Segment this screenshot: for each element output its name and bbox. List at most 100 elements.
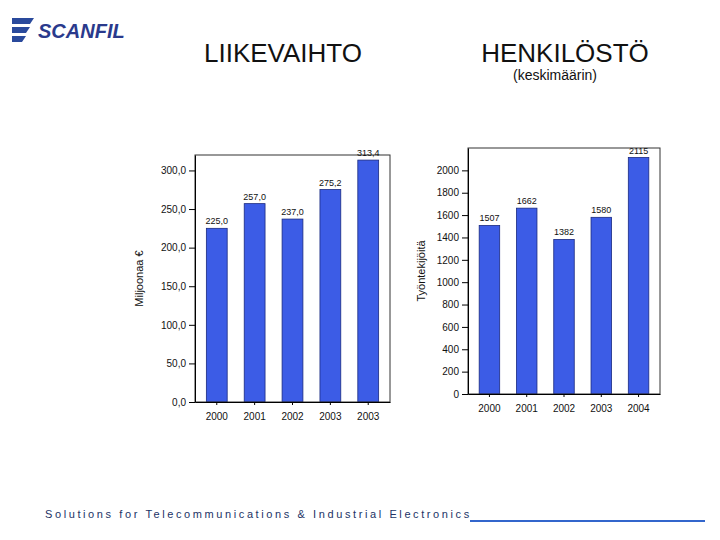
x-axis: 2000 2001 2002 2003 2004 xyxy=(469,394,661,414)
data-label: 225,0 xyxy=(206,216,229,226)
x-tick-label: 2002 xyxy=(281,411,304,422)
x-tick: 2003 xyxy=(357,402,380,422)
data-label: 257,0 xyxy=(243,192,266,202)
y-tick-mark xyxy=(462,193,468,194)
data-label: 275,2 xyxy=(319,178,342,188)
y-tick: 200 xyxy=(442,366,468,377)
bars xyxy=(479,158,649,394)
y-tick-label: 200,0 xyxy=(161,242,186,253)
data-label: 313,4 xyxy=(357,148,380,158)
bar xyxy=(206,228,227,402)
logo-text: SCANFIL xyxy=(38,20,125,42)
x-tick-label: 2003 xyxy=(590,403,613,414)
logo: SCANFIL xyxy=(12,18,125,42)
x-tick-label: 2003 xyxy=(357,411,380,422)
bar xyxy=(554,239,575,394)
plot-frame xyxy=(195,155,390,402)
y-tick-mark xyxy=(462,349,468,350)
x-axis: 20002001200220032003 xyxy=(196,402,391,422)
y-tick-mark xyxy=(189,209,195,210)
x-tick-mark xyxy=(638,394,639,397)
x-tick-label: 2001 xyxy=(244,411,267,422)
bar xyxy=(320,190,341,402)
y-tick-label: 250,0 xyxy=(161,204,186,215)
x-tick: 2001 xyxy=(244,402,267,422)
y-tick-mark xyxy=(462,394,468,395)
y-tick: 250,0 xyxy=(161,204,195,215)
y-tick: 1000 xyxy=(437,277,468,288)
y-tick: 1600 xyxy=(437,210,468,221)
x-tick-mark xyxy=(564,394,565,397)
chart-panel: HENKILÖSTÖ(keskimäärin) 0 200 400 600 800 1000… xyxy=(415,38,661,414)
plot-frame xyxy=(468,148,660,394)
x-tick: 2003 xyxy=(590,394,613,414)
bar xyxy=(244,204,265,402)
y-tick-label: 1800 xyxy=(437,187,460,198)
data-labels: 15071662138215802115 xyxy=(479,146,648,238)
y-tick: 0 xyxy=(453,389,468,400)
x-tick-mark xyxy=(216,402,217,405)
y-tick-label: 300,0 xyxy=(161,165,186,176)
y-tick: 200,0 xyxy=(161,242,195,253)
x-tick-mark xyxy=(368,402,369,405)
chart-subtitle: (keskimäärin) xyxy=(513,67,597,83)
y-tick: 100,0 xyxy=(161,320,195,331)
y-tick-label: 800 xyxy=(442,299,459,310)
y-tick: 1800 xyxy=(437,187,468,198)
data-labels: 225,0257,0237,0275,2313,4 xyxy=(206,148,380,226)
x-tick-mark xyxy=(489,394,490,397)
y-tick-mark xyxy=(462,372,468,373)
slide: SCANFILLIIKEVAIHTO0,050,0100,0150,0200,0… xyxy=(0,0,720,540)
footer-line xyxy=(470,520,705,522)
bar xyxy=(628,158,649,394)
x-tick-label: 2001 xyxy=(516,403,539,414)
y-tick: 600 xyxy=(442,322,468,333)
y-tick: 150,0 xyxy=(161,281,195,292)
y-tick-mark xyxy=(462,215,468,216)
data-label: 1507 xyxy=(479,213,499,223)
y-tick-mark xyxy=(462,260,468,261)
y-tick-mark xyxy=(189,363,195,364)
y-tick: 300,0 xyxy=(161,165,195,176)
chart-title: HENKILÖSTÖ xyxy=(481,38,649,68)
logo-icon xyxy=(12,18,34,42)
x-tick: 2000 xyxy=(206,402,229,422)
x-tick: 2001 xyxy=(516,394,539,414)
y-tick-mark xyxy=(189,402,195,403)
x-tick: 2000 xyxy=(478,394,501,414)
y-axis-title: Työntekijöitä xyxy=(415,240,427,302)
x-tick-label: 2004 xyxy=(627,403,650,414)
data-label: 1382 xyxy=(554,227,574,237)
x-tick: 2004 xyxy=(627,394,650,414)
y-tick-mark xyxy=(189,325,195,326)
y-tick-label: 0,0 xyxy=(172,397,186,408)
x-tick-mark xyxy=(254,402,255,405)
data-label: 2115 xyxy=(629,146,648,156)
x-tick-label: 2002 xyxy=(553,403,576,414)
x-tick-mark xyxy=(601,394,602,397)
y-tick-mark xyxy=(462,327,468,328)
y-axis: 0,0 50,0 100,0 150,0 200,0 250,0 300,0 xyxy=(161,156,196,408)
x-tick: 2002 xyxy=(281,402,304,422)
y-tick: 800 xyxy=(442,299,468,310)
y-axis-line xyxy=(195,156,196,403)
y-tick: 1400 xyxy=(437,232,468,243)
footer-text: Solutions for Telecommunications & Indus… xyxy=(45,508,472,520)
y-tick: 400 xyxy=(442,344,468,355)
y-tick-mark xyxy=(462,170,468,171)
y-axis: 0200400600800100012001400160018002000 xyxy=(437,149,469,400)
x-tick-mark xyxy=(330,402,331,405)
x-tick-mark xyxy=(292,402,293,405)
y-tick-mark xyxy=(462,282,468,283)
y-tick-label: 1200 xyxy=(437,255,460,266)
y-tick: 50,0 xyxy=(167,358,195,369)
y-tick-label: 200 xyxy=(442,366,459,377)
y-tick-label: 1000 xyxy=(437,277,460,288)
y-tick: 1200 xyxy=(437,255,468,266)
y-tick-label: 150,0 xyxy=(161,281,186,292)
x-tick-label: 2000 xyxy=(206,411,229,422)
y-tick-label: 600 xyxy=(442,322,459,333)
y-tick-mark xyxy=(462,237,468,238)
y-tick-label: 0 xyxy=(453,389,459,400)
x-tick-label: 2000 xyxy=(478,403,501,414)
